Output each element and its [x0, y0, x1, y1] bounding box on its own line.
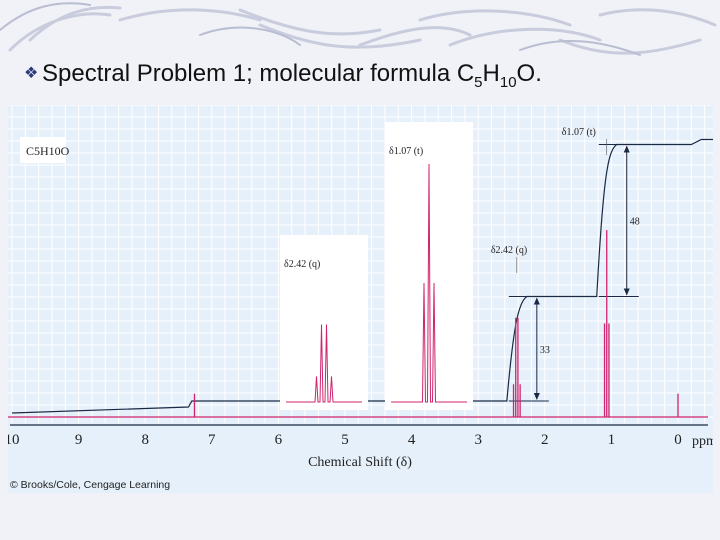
title-prefix-text: Spectral Problem 1; molecular formula C: [42, 60, 475, 87]
slide-background-pattern: [0, 2, 717, 56]
copyright-credit: © Brooks/Cole, Cengage Learning: [10, 479, 170, 491]
peak-annotation: δ1.07 (t): [562, 127, 596, 138]
inset-label: δ2.42 (q): [284, 259, 320, 270]
x-tick-label: 10: [8, 432, 20, 448]
formula-label-box: [20, 137, 66, 163]
title-suffix-text: O.: [516, 60, 542, 87]
spectrum-group: [8, 230, 708, 418]
x-tick-labels: 10 9 8 7 6 5 4 3 2 1 0: [8, 432, 682, 448]
spectrum-peak: [603, 230, 610, 417]
title-bullet-icon: ❖: [24, 65, 39, 82]
inset-label: δ1.07 (t): [389, 146, 423, 157]
inset-group: δ2.42 (q) δ1.07 (t): [280, 122, 473, 410]
peak-annotation: δ2.42 (q): [491, 245, 527, 256]
x-tick-label: 8: [141, 432, 149, 448]
integral-height-label: 33: [540, 345, 550, 356]
arrow-head-up: [533, 297, 540, 305]
integral-curve: [11, 138, 713, 414]
x-tick-label: 4: [408, 432, 416, 448]
x-tick-label: 2: [541, 432, 549, 448]
arrow-head-down: [533, 393, 540, 400]
nmr-spectrum-figure: C5H10O 33 48 δ2.42 (q) δ1.07 (t) δ2.42 (q)…: [8, 105, 713, 493]
x-tick-label: 3: [474, 432, 482, 448]
arrow-head-down: [623, 288, 630, 296]
inset-multiplet: [286, 324, 362, 403]
x-axis-title: Chemical Shift (δ): [308, 455, 412, 470]
x-tick-label: 7: [208, 432, 216, 448]
x-tick-label: 6: [275, 432, 283, 448]
x-tick-label: 1: [608, 432, 616, 448]
annotation-group: δ2.42 (q) δ1.07 (t): [491, 127, 608, 273]
x-tick-label: 9: [75, 432, 83, 448]
title-mid-text: H: [482, 60, 500, 87]
integral-curve-group: 33 48: [11, 138, 713, 414]
arrow-head-up: [623, 145, 630, 153]
x-tick-label: 5: [341, 432, 349, 448]
integral-height-label: 48: [630, 217, 640, 228]
slide-title: ❖ Spectral Problem 1; molecular formula C…: [24, 60, 542, 91]
inset-panel: [280, 235, 368, 410]
spectrum-peak: [512, 317, 521, 417]
x-tick-label: 0: [674, 432, 682, 448]
formula-label: C5H10O: [26, 144, 70, 158]
x-unit-label: ppm: [692, 434, 713, 449]
title-subscript-carbon: 5: [474, 73, 483, 91]
inset-multiplet: [391, 163, 467, 403]
title-subscript-hydrogen: 10: [499, 73, 517, 91]
